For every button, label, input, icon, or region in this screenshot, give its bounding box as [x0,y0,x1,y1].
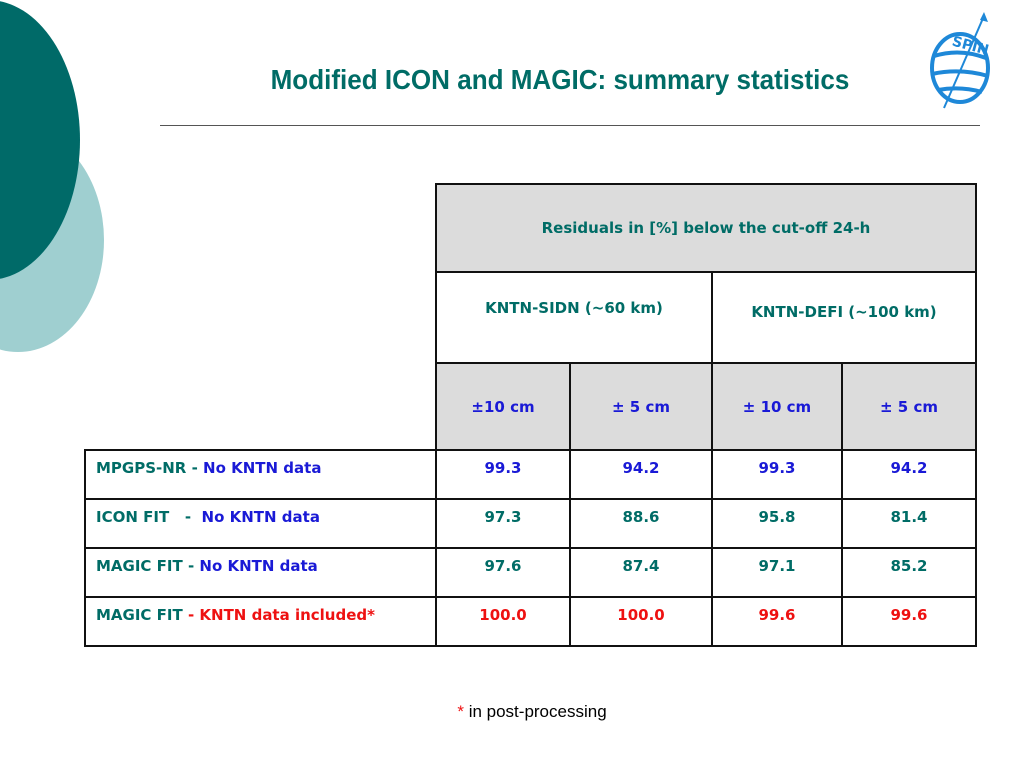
cell-value: 99.6 [711,596,843,647]
summary-table: Residuals in [%] below the cut-off 24-h … [84,183,977,647]
spin-logo-icon: SPIN [930,12,990,109]
cell-value: 99.3 [435,449,571,500]
cell-value: 97.1 [711,547,843,598]
header-row-groups: KNTN-SIDN (~60 km) KNTN-DEFI (~100 km) [85,271,977,364]
table-row: MPGPS-NR - No KNTN data 99.3 94.2 99.3 9… [84,449,977,500]
subheader-4: ± 5 cm [841,362,977,451]
decorative-circles [0,1,104,352]
cell-value: 95.8 [711,498,843,549]
title-divider [160,125,980,126]
cell-value: 85.2 [841,547,977,598]
cell-value: 94.2 [569,449,713,500]
header-main: Residuals in [%] below the cut-off 24-h [435,183,977,273]
table-row: MAGIC FIT - KNTN data included* 100.0 10… [84,596,977,647]
subheader-1: ±10 cm [435,362,571,451]
cell-value: 100.0 [569,596,713,647]
row-label: MAGIC FIT - KNTN data included* [84,596,437,647]
header-row-tolerances: ±10 cm ± 5 cm ± 10 cm ± 5 cm [85,362,977,451]
cell-value: 88.6 [569,498,713,549]
header-row-main: Residuals in [%] below the cut-off 24-h [85,183,977,273]
subheader-2: ± 5 cm [569,362,713,451]
cell-value: 94.2 [841,449,977,500]
footnote: * in post-processing [0,702,1024,722]
empty-corner [85,184,436,272]
cell-value: 97.6 [435,547,571,598]
group-kntn-defi: KNTN-DEFI (~100 km) [711,271,977,364]
table-row: MAGIC FIT - No KNTN data 97.6 87.4 97.1 … [84,547,977,598]
subheader-3: ± 10 cm [711,362,843,451]
row-label: MPGPS-NR - No KNTN data [84,449,437,500]
footnote-text: in post-processing [463,702,607,721]
cell-value: 99.3 [711,449,843,500]
slide-title: Modified ICON and MAGIC: summary statist… [270,64,850,95]
footnote-star: * [457,702,464,721]
row-label: ICON FIT - No KNTN data [84,498,437,549]
cell-value: 87.4 [569,547,713,598]
cell-value: 100.0 [435,596,571,647]
table-row: ICON FIT - No KNTN data 97.3 88.6 95.8 8… [84,498,977,549]
dark-teal-circle [0,1,80,279]
group-kntn-sidn: KNTN-SIDN (~60 km) [435,271,713,364]
cell-value: 81.4 [841,498,977,549]
row-label: MAGIC FIT - No KNTN data [84,547,437,598]
cell-value: 99.6 [841,596,977,647]
cell-value: 97.3 [435,498,571,549]
